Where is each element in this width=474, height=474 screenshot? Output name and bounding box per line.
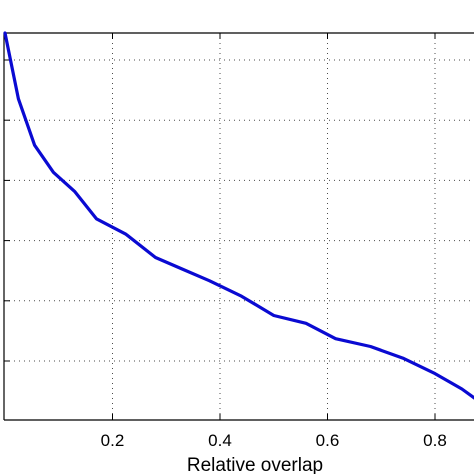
grid (4, 33, 474, 420)
x-tick-label: 0.8 (423, 431, 447, 450)
x-axis-label: Relative overlap (187, 455, 323, 474)
x-tick-label: 0.4 (208, 431, 232, 450)
ticks: 0.2 0.4 0.6 0.8 (4, 33, 447, 450)
axes (3, 32, 474, 421)
series-line (3, 31, 474, 400)
x-tick-label: 0.6 (316, 431, 340, 450)
series (3, 31, 474, 400)
x-tick-label: 0.2 (101, 431, 125, 450)
